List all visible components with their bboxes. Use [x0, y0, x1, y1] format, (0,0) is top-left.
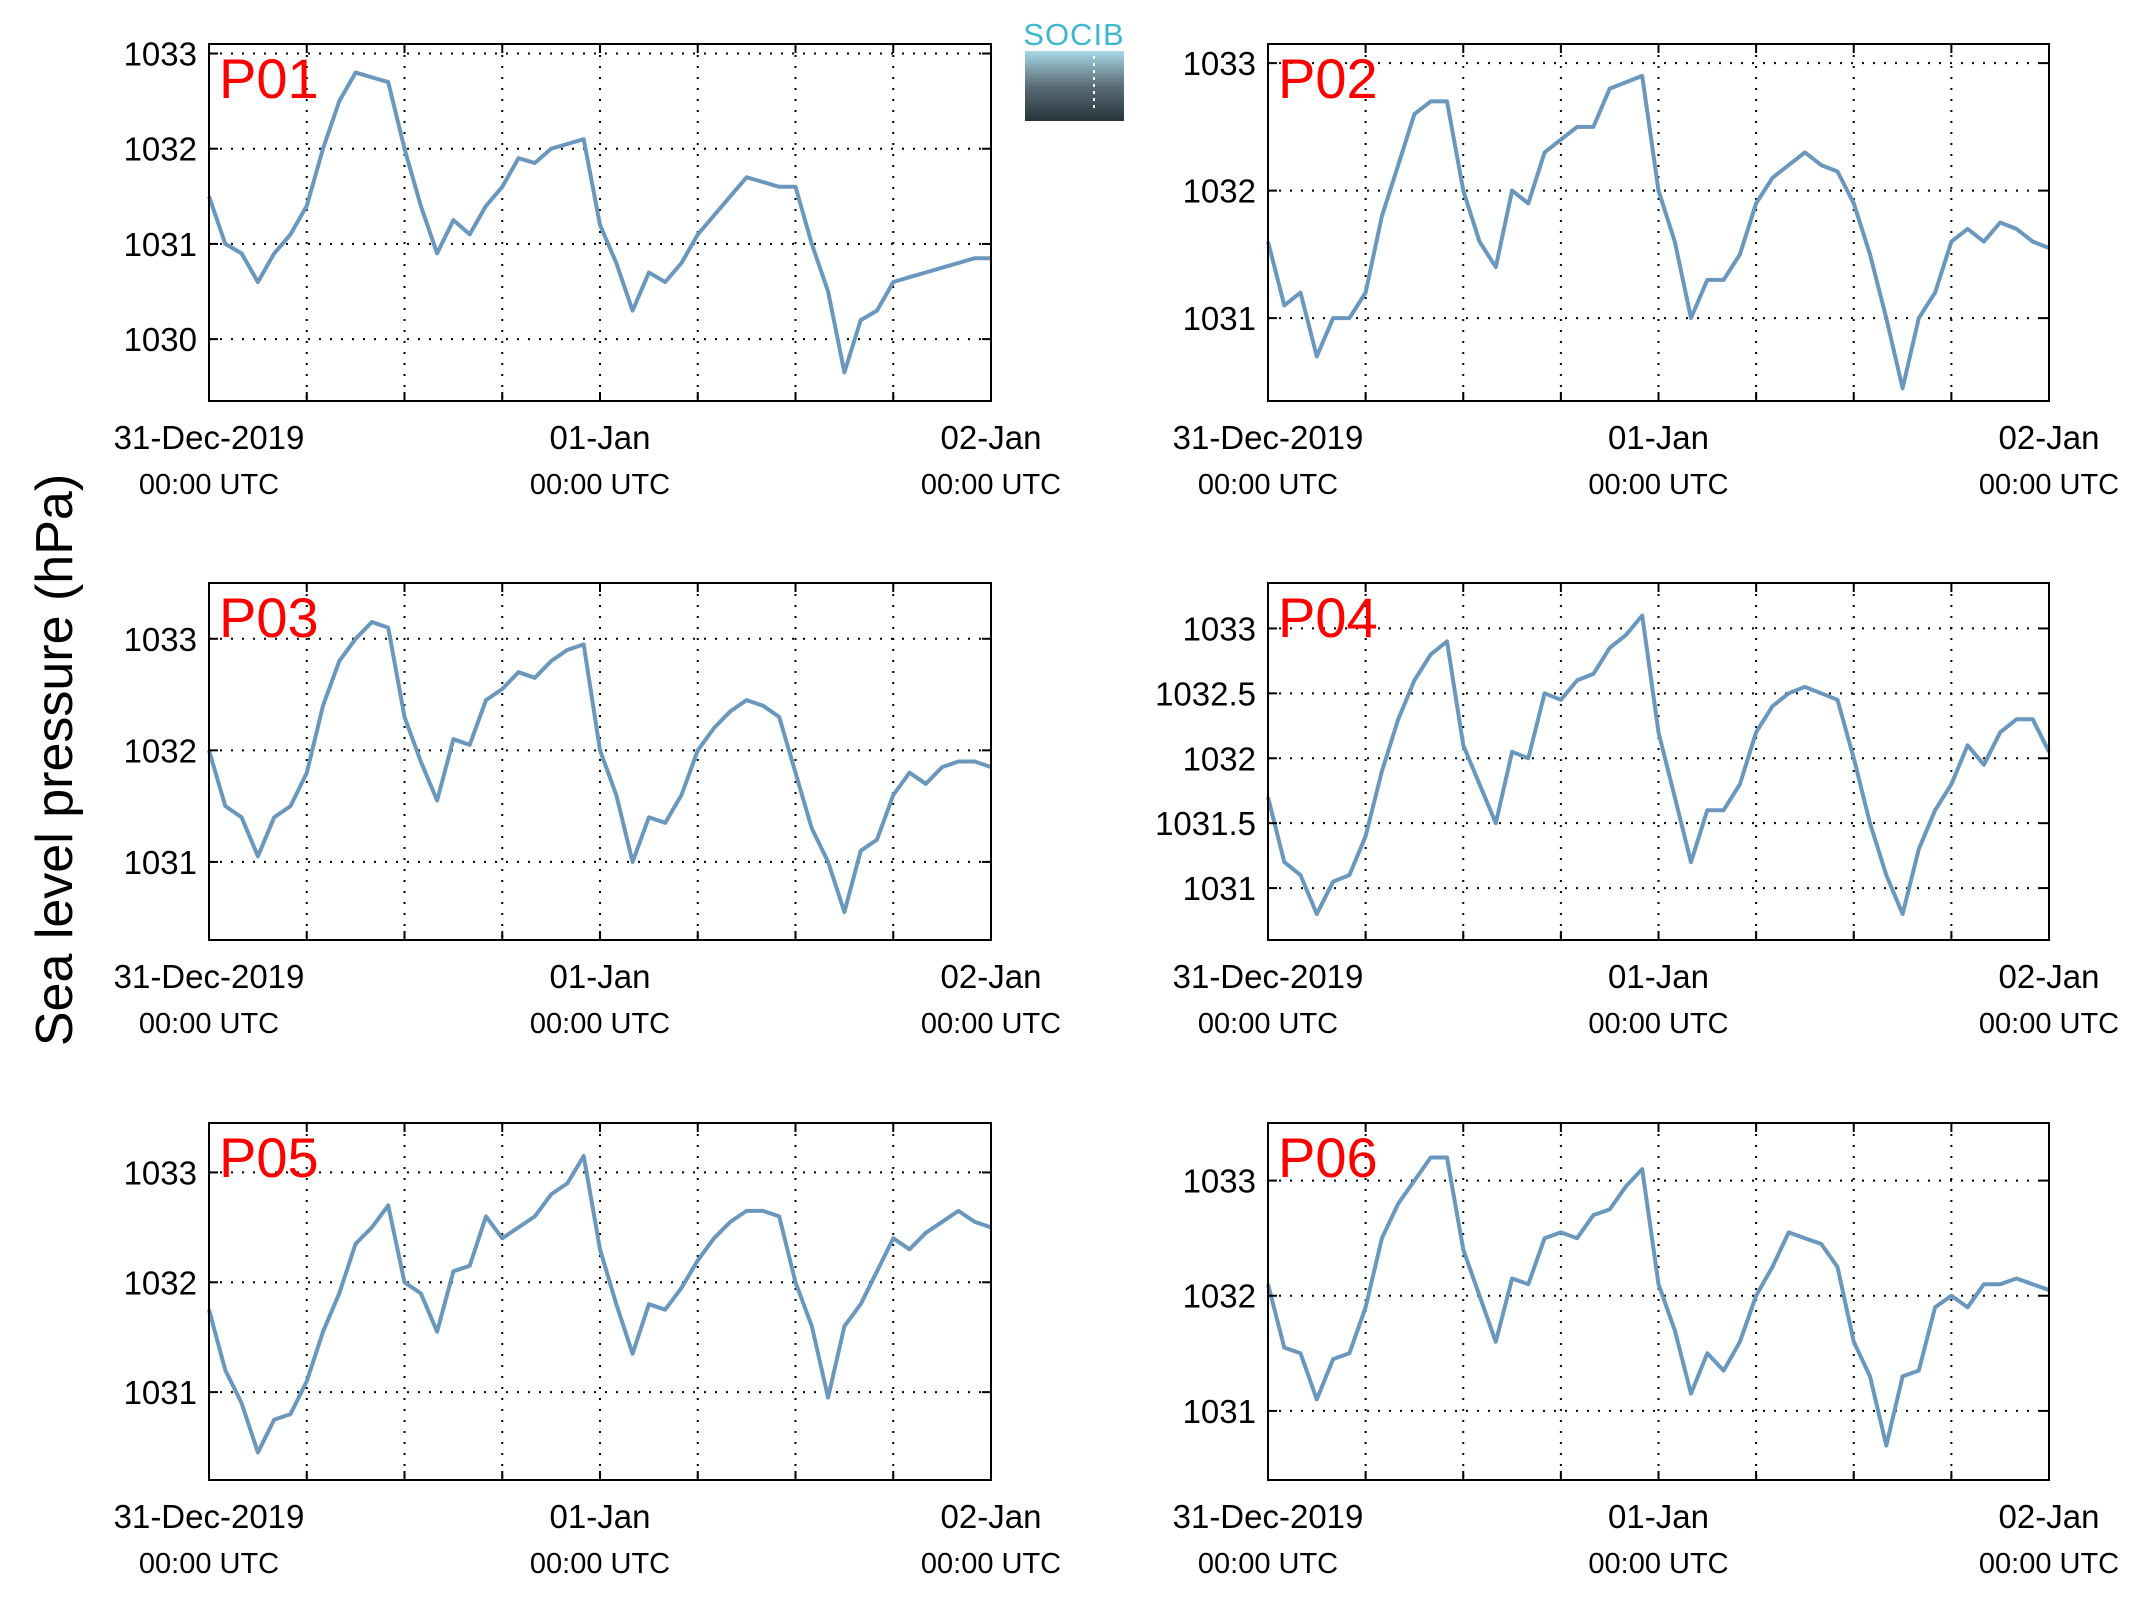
y-tick-label: 1032.5 — [1155, 675, 1256, 712]
x-tick-sublabel: 00:00 UTC — [921, 469, 1061, 501]
y-tick-label: 1032 — [1183, 173, 1256, 210]
panel-p05: 1031 1032 1033 31-Dec-2019 00:00 UTC 01-Jan 00… — [114, 1122, 1061, 1580]
y-tick-label: 1031 — [124, 844, 197, 881]
x-tick-label: 01-Jan — [1608, 419, 1709, 456]
panel-label: P01 — [219, 47, 319, 110]
series-line — [1266, 73, 2050, 391]
panel-label: P02 — [1278, 47, 1378, 110]
y-axis-label: Sea level pressure (hPa) — [26, 474, 84, 1046]
panel-p01: 1030 1031 1032 1033 31-Dec-2019 00:00 UTC 01-J… — [114, 36, 1062, 501]
x-tick-label: 31-Dec-2019 — [1173, 419, 1364, 456]
x-tick-sublabel: 00:00 UTC — [1979, 469, 2119, 501]
axes-frame — [208, 582, 992, 941]
socib-logo: SOCIB — [1023, 17, 1124, 121]
series-line — [1266, 1155, 2050, 1448]
panel-label: P06 — [1278, 1126, 1378, 1189]
x-tick-sublabel: 00:00 UTC — [1979, 1548, 2119, 1580]
panel-p06: 1031 1032 1033 31-Dec-2019 00:00 UTC 01-Jan 00… — [1173, 1122, 2119, 1580]
y-tick-label: 1032 — [124, 131, 197, 168]
x-tick-label: 02-Jan — [1999, 1498, 2100, 1535]
panel-label: P05 — [219, 1126, 319, 1189]
x-tick-sublabel: 00:00 UTC — [1198, 1008, 1338, 1040]
panel-label: P04 — [1278, 586, 1378, 649]
x-tick-label: 02-Jan — [1999, 958, 2100, 995]
y-tick-label: 1031 — [1183, 870, 1256, 907]
axes-frame — [1267, 1122, 2050, 1481]
x-tick-sublabel: 00:00 UTC — [139, 1548, 279, 1580]
x-tick-label: 01-Jan — [1608, 958, 1709, 995]
axes-frame — [208, 1122, 992, 1481]
x-tick-label: 31-Dec-2019 — [114, 419, 305, 456]
series-line — [1266, 613, 2051, 916]
axes-frame — [1267, 43, 2050, 402]
y-tick-label: 1031 — [124, 226, 197, 263]
x-tick-sublabel: 00:00 UTC — [139, 1008, 279, 1040]
x-tick-sublabel: 00:00 UTC — [1979, 1008, 2119, 1040]
logo-text: SOCIB — [1023, 17, 1124, 52]
x-tick-label: 02-Jan — [941, 1498, 1042, 1535]
y-tick-label: 1033 — [124, 36, 197, 73]
x-tick-sublabel: 00:00 UTC — [921, 1008, 1061, 1040]
panel-p02: 1031 1032 1033 31-Dec-2019 00:00 UTC 01-Jan 00… — [1173, 43, 2119, 501]
x-tick-sublabel: 00:00 UTC — [530, 1008, 670, 1040]
x-tick-label: 31-Dec-2019 — [114, 958, 305, 995]
x-tick-label: 31-Dec-2019 — [1173, 958, 1364, 995]
x-tick-sublabel: 00:00 UTC — [1588, 469, 1728, 501]
y-tick-label: 1033 — [124, 1154, 197, 1191]
y-tick-label: 1033 — [1183, 45, 1256, 82]
y-tick-label: 1030 — [124, 321, 197, 358]
x-tick-label: 01-Jan — [550, 1498, 651, 1535]
x-tick-sublabel: 00:00 UTC — [921, 1548, 1061, 1580]
panel-p04: 1031 1031.5 1032 1032.5 1033 31-Dec-2019 00:00… — [1155, 582, 2119, 1040]
series-line — [207, 1154, 992, 1455]
x-tick-label: 01-Jan — [550, 958, 651, 995]
x-tick-label: 31-Dec-2019 — [114, 1498, 305, 1535]
y-tick-label: 1033 — [1183, 1163, 1256, 1200]
x-tick-sublabel: 00:00 UTC — [1198, 1548, 1338, 1580]
y-tick-label: 1032 — [1183, 1278, 1256, 1315]
x-tick-label: 01-Jan — [1608, 1498, 1709, 1535]
series-line — [207, 620, 992, 915]
series-line — [207, 70, 991, 375]
panel-label: P03 — [219, 586, 319, 649]
x-tick-label: 02-Jan — [1999, 419, 2100, 456]
y-tick-label: 1031 — [1183, 300, 1256, 337]
x-tick-sublabel: 00:00 UTC — [1588, 1548, 1728, 1580]
x-tick-sublabel: 00:00 UTC — [530, 1548, 670, 1580]
x-tick-label: 02-Jan — [941, 958, 1042, 995]
y-tick-label: 1031 — [124, 1374, 197, 1411]
x-tick-sublabel: 00:00 UTC — [1588, 1008, 1728, 1040]
x-tick-sublabel: 00:00 UTC — [1198, 469, 1338, 501]
x-tick-sublabel: 00:00 UTC — [139, 469, 279, 501]
x-tick-label: 02-Jan — [941, 419, 1042, 456]
panel-p03: 1031 1032 1033 31-Dec-2019 00:00 UTC 01-Jan 00… — [114, 582, 1061, 1040]
y-tick-label: 1033 — [1183, 610, 1256, 647]
y-tick-label: 1031.5 — [1155, 805, 1256, 842]
y-tick-label: 1033 — [124, 621, 197, 658]
x-tick-label: 01-Jan — [550, 419, 651, 456]
y-tick-label: 1032 — [1183, 740, 1256, 777]
y-tick-label: 1032 — [124, 1264, 197, 1301]
y-tick-label: 1031 — [1183, 1393, 1256, 1430]
x-tick-sublabel: 00:00 UTC — [530, 469, 670, 501]
x-tick-label: 31-Dec-2019 — [1173, 1498, 1364, 1535]
y-tick-label: 1032 — [124, 732, 197, 769]
